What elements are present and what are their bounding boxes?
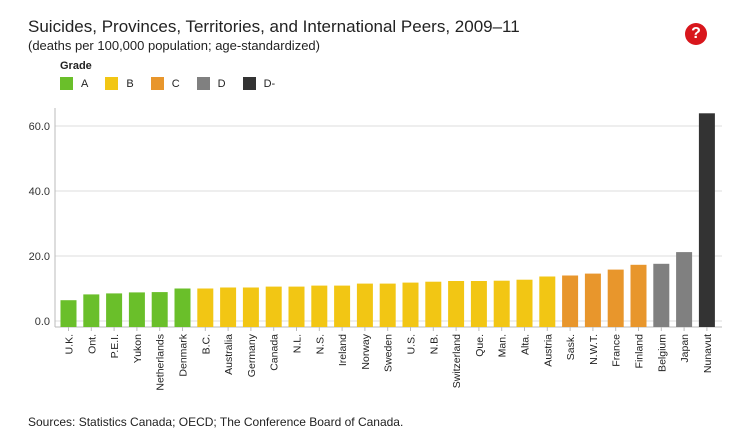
bar-japan — [676, 252, 693, 327]
legend: A B C D D- — [60, 77, 292, 90]
bar-denmark — [174, 288, 191, 327]
x-tick-label: Norway — [360, 333, 372, 369]
y-tick-label: 20.0 — [29, 251, 50, 263]
x-tick-label: Netherlands — [155, 334, 167, 391]
x-tick-label: U.K. — [64, 334, 76, 354]
x-tick-label: Finland — [634, 334, 646, 369]
chart-title: Suicides, Provinces, Territories, and In… — [28, 17, 520, 36]
legend-swatch — [196, 77, 210, 90]
bar-yukon — [128, 292, 145, 327]
x-tick-label: Germany — [246, 333, 258, 377]
x-tick-label: Austria — [542, 334, 554, 367]
help-button[interactable]: ? — [685, 23, 707, 45]
legend-swatch — [105, 77, 119, 90]
legend-label: A — [81, 77, 89, 90]
source-note: Sources: Statistics Canada; OECD; The Co… — [28, 415, 404, 429]
bar-australia — [220, 287, 237, 327]
bar-n-w-t — [584, 273, 601, 327]
bar-belgium — [653, 263, 670, 327]
x-tick-label: Alta. — [520, 334, 532, 355]
legend-item-c: C — [150, 77, 180, 90]
bar-germany — [242, 287, 259, 327]
x-tick-label: N.S. — [314, 334, 326, 354]
bar-finland — [630, 264, 647, 327]
legend-label: D — [217, 77, 226, 90]
bar-norway — [356, 283, 373, 327]
x-tick-label: Canada — [269, 334, 281, 371]
bar-man — [493, 280, 510, 327]
x-tick-label: Japan — [679, 334, 691, 363]
x-tick-label: B.C. — [200, 334, 212, 354]
x-tick-label: Switzerland — [451, 334, 463, 388]
bar-switzerland — [448, 281, 465, 327]
bar-netherlands — [151, 292, 168, 327]
bar-nunavut — [698, 113, 715, 327]
x-tick-label: N.B. — [428, 334, 440, 354]
bar-ireland — [334, 285, 351, 327]
legend-item-d: D — [196, 77, 226, 90]
legend-swatch — [60, 77, 73, 90]
legend-item-a: A — [60, 77, 88, 90]
legend-swatch — [242, 77, 256, 90]
bar-ont — [83, 294, 100, 327]
y-tick-label: 40.0 — [29, 186, 50, 198]
bar-alta — [516, 279, 533, 327]
x-tick-label: Ont. — [86, 334, 98, 354]
bar-n-l — [288, 286, 305, 327]
x-tick-label: Ireland — [337, 334, 349, 366]
x-tick-label: Belgium — [656, 334, 668, 372]
bar-austria — [539, 276, 556, 327]
bar-que — [470, 281, 487, 327]
bar-u-k — [60, 300, 77, 327]
legend-swatch — [150, 77, 164, 90]
x-tick-label: N.L. — [292, 334, 304, 353]
y-tick-label: 60.0 — [29, 121, 50, 133]
x-tick-label: Man. — [497, 334, 509, 357]
x-tick-label: N.W.T. — [588, 334, 600, 365]
bar-b-c — [197, 288, 214, 327]
bar-p-e-i — [106, 293, 123, 327]
x-tick-label: Australia — [223, 334, 235, 375]
x-tick-label: Nunavut — [702, 334, 714, 373]
legend-item-dminus: D- — [242, 77, 276, 90]
bar-chart: 0.0 20.0 40.0 60.0 U.K. Ont. P.E.I. Yukon Nether… — [29, 108, 722, 391]
bar-n-b — [425, 281, 442, 327]
bar-n-s — [311, 285, 328, 327]
bar-france — [607, 269, 624, 327]
legend-label: B — [126, 77, 134, 90]
x-tick-label: Sweden — [383, 334, 395, 372]
y-tick-label: 0.0 — [35, 316, 50, 328]
chart-subtitle: (deaths per 100,000 population; age-stan… — [28, 38, 320, 53]
x-tick-label: France — [611, 334, 623, 367]
legend-item-b: B — [105, 77, 134, 90]
legend-title: Grade — [60, 60, 92, 72]
legend-label: C — [171, 77, 180, 90]
bar-u-s — [402, 282, 419, 327]
x-tick-label: Que. — [474, 334, 486, 357]
bar-sask — [562, 275, 579, 327]
x-tick-label: U.S. — [406, 334, 418, 354]
x-tick-label: P.E.I. — [109, 334, 121, 358]
x-tick-label: Sask. — [565, 334, 577, 360]
bar-sweden — [379, 283, 396, 327]
x-tick-label: Denmark — [178, 333, 190, 376]
legend-label: D- — [263, 77, 276, 90]
bar-canada — [265, 286, 282, 327]
x-tick-label: Yukon — [132, 334, 144, 363]
